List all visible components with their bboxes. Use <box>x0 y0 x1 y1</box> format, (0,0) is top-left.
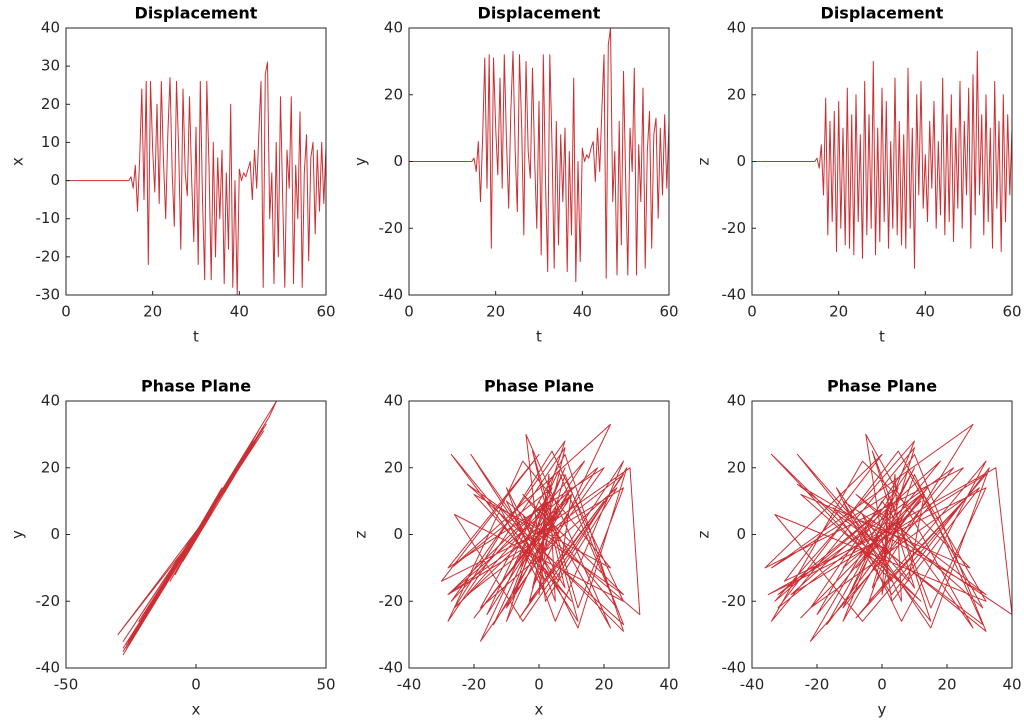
x-tick-label: 40 <box>230 303 249 321</box>
y-tick-label: 20 <box>727 85 746 103</box>
chart-title: Phase Plane <box>484 377 594 396</box>
y-tick-label: -20 <box>722 592 747 610</box>
x-tick-label: 0 <box>191 676 201 694</box>
y-tick-label: -20 <box>379 219 404 237</box>
y-tick-label: -20 <box>36 592 61 610</box>
y-tick-label: 30 <box>41 57 60 75</box>
x-tick-label: 60 <box>1002 303 1021 321</box>
y-tick-label: -40 <box>722 286 747 304</box>
y-axis-label: z <box>695 157 713 165</box>
y-tick-label: 20 <box>727 458 746 476</box>
y-tick-label: 0 <box>393 525 403 543</box>
series-line <box>441 423 641 642</box>
x-tick-label: 50 <box>316 676 335 694</box>
x-tick-label: 0 <box>534 676 544 694</box>
x-tick-label: 40 <box>1002 676 1021 694</box>
x-tick-label: 0 <box>747 303 757 321</box>
x-axis-label: x <box>192 701 201 719</box>
y-tick-label: -40 <box>379 286 404 304</box>
y-tick-label: -20 <box>722 219 747 237</box>
y-tick-label: 40 <box>41 19 60 37</box>
y-axis-label: y <box>352 157 370 166</box>
y-tick-label: -20 <box>36 247 61 265</box>
chart-title: Phase Plane <box>141 377 251 396</box>
x-tick-label: 0 <box>404 303 414 321</box>
y-tick-label: 20 <box>41 458 60 476</box>
y-axis-label: z <box>695 530 713 538</box>
x-tick-label: 20 <box>937 676 956 694</box>
y-tick-label: -40 <box>36 659 61 677</box>
y-tick-label: 0 <box>736 525 746 543</box>
x-tick-label: 20 <box>143 303 162 321</box>
y-tick-label: 0 <box>50 171 60 189</box>
y-axis-label: y <box>9 530 27 539</box>
y-tick-label: 40 <box>41 392 60 410</box>
x-tick-label: -40 <box>397 676 422 694</box>
x-axis-label: t <box>193 328 199 346</box>
y-tick-label: -20 <box>379 592 404 610</box>
x-tick-label: 20 <box>829 303 848 321</box>
x-tick-label: 40 <box>573 303 592 321</box>
x-tick-label: 0 <box>61 303 71 321</box>
x-axis-label: y <box>878 701 887 719</box>
series-line <box>117 400 278 656</box>
x-tick-label: -20 <box>462 676 487 694</box>
x-tick-label: -50 <box>54 676 79 694</box>
x-tick-label: 60 <box>659 303 678 321</box>
y-tick-label: 0 <box>736 152 746 170</box>
series-line <box>764 423 1013 642</box>
x-tick-label: 60 <box>316 303 335 321</box>
y-tick-label: 0 <box>393 152 403 170</box>
x-tick-label: 0 <box>877 676 887 694</box>
chart-title: Displacement <box>821 4 944 23</box>
series-line <box>66 61 327 296</box>
x-axis-label: t <box>879 328 885 346</box>
x-tick-label: -40 <box>740 676 765 694</box>
y-tick-label: -40 <box>379 659 404 677</box>
chart-title: Phase Plane <box>827 377 937 396</box>
y-tick-label: 40 <box>727 19 746 37</box>
y-axis-label: x <box>9 157 27 166</box>
x-tick-label: -20 <box>805 676 830 694</box>
y-tick-label: -10 <box>36 209 61 227</box>
y-axis-label: z <box>352 530 370 538</box>
axes-box <box>65 27 327 296</box>
chart-title: Displacement <box>478 4 601 23</box>
y-tick-label: -40 <box>722 659 747 677</box>
y-tick-label: 10 <box>41 133 60 151</box>
x-axis-label: x <box>535 701 544 719</box>
x-tick-label: 40 <box>659 676 678 694</box>
series-line <box>752 50 1013 269</box>
y-tick-label: 0 <box>50 525 60 543</box>
y-tick-label: 40 <box>727 392 746 410</box>
chart-title: Displacement <box>135 4 258 23</box>
x-axis-label: t <box>536 328 542 346</box>
y-tick-label: 20 <box>384 458 403 476</box>
y-tick-label: 20 <box>384 85 403 103</box>
y-tick-label: 40 <box>384 19 403 37</box>
y-tick-label: -30 <box>36 286 61 304</box>
x-tick-label: 20 <box>594 676 613 694</box>
x-tick-label: 20 <box>486 303 505 321</box>
x-tick-label: 40 <box>916 303 935 321</box>
y-tick-label: 40 <box>384 392 403 410</box>
series-line <box>409 27 670 283</box>
y-tick-label: 20 <box>41 95 60 113</box>
